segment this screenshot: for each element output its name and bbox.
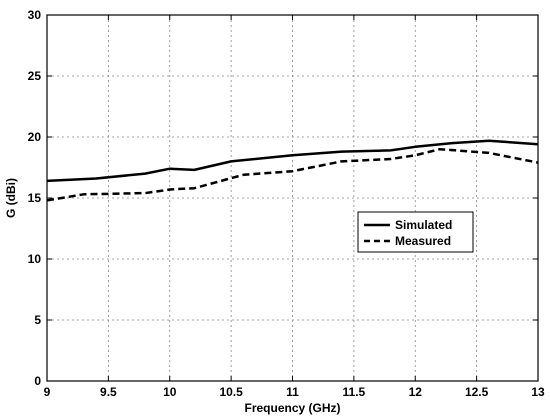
x-tick-label: 12 [409, 385, 423, 399]
legend: Simulated Measured [357, 211, 474, 253]
y-tick-label: 10 [28, 252, 42, 266]
x-tick-label: 10 [163, 385, 177, 399]
y-tick-label: 25 [28, 69, 42, 83]
grid [47, 15, 538, 381]
y-axis-label: G (dBi) [4, 178, 18, 218]
x-tick-label: 10.5 [219, 385, 243, 399]
x-tick-label: 11.5 [343, 385, 366, 399]
series-line-simulated [46, 139, 539, 183]
x-tick-label: 13 [531, 385, 545, 399]
x-tick-label: 12.5 [465, 385, 489, 399]
legend-box [357, 211, 474, 253]
y-tick-label: 20 [28, 130, 42, 144]
series-layer [46, 139, 539, 202]
x-tick-label: 11 [286, 385, 299, 399]
legend-label-simulated: Simulated [395, 218, 452, 232]
x-tick-label: 9.5 [100, 385, 117, 399]
x-axis-label: Frequency (GHz) [244, 401, 340, 415]
y-tick-label: 30 [28, 8, 42, 22]
series-line-measured [46, 147, 539, 202]
ticks: 9 9.5 10 10.5 11 11.5 12 12.5 13 0 5 10 15 20 25 30 [28, 8, 545, 399]
legend-label-measured: Measured [395, 234, 451, 248]
y-tick-label: 0 [34, 374, 41, 388]
x-tick-label: 9 [44, 385, 51, 399]
y-tick-label: 15 [28, 191, 42, 205]
y-tick-label: 5 [34, 313, 41, 327]
